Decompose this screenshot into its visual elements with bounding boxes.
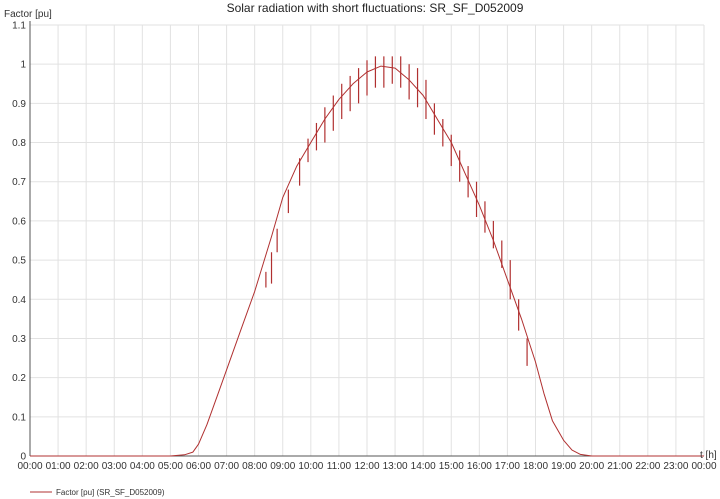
x-tick-label: 11:00: [327, 461, 352, 472]
x-tick-label: 23:00: [663, 461, 688, 472]
x-tick-label: 20:00: [579, 461, 604, 472]
x-tick-label: 04:00: [130, 461, 155, 472]
y-tick-label: 0.6: [12, 216, 26, 227]
x-tick-label: 06:00: [186, 461, 211, 472]
x-tick-label: 01:00: [46, 461, 71, 472]
x-tick-label: 21:00: [607, 461, 632, 472]
y-tick-label: 0: [20, 452, 26, 463]
y-tick-label: 0.7: [12, 177, 26, 188]
x-tick-label: 16:00: [467, 461, 492, 472]
x-tick-label: 22:00: [635, 461, 660, 472]
x-tick-label: 02:00: [74, 461, 99, 472]
y-tick-label: 1.1: [12, 21, 26, 32]
x-axis-title: t [h]: [700, 450, 717, 461]
y-axis-title: Factor [pu]: [4, 9, 52, 20]
y-tick-label: 0.3: [12, 334, 26, 345]
y-tick-label: 0.5: [12, 256, 26, 267]
x-tick-label: 08:00: [242, 461, 267, 472]
series-layer: [30, 56, 704, 457]
x-tick-label: 03:00: [102, 461, 127, 472]
y-tick-label: 0.9: [12, 99, 26, 110]
x-tick-label: 13:00: [383, 461, 408, 472]
chart-title: Solar radiation with short fluctuations:…: [227, 1, 524, 15]
x-tick-label: 15:00: [439, 461, 464, 472]
x-tick-label: 18:00: [523, 461, 548, 472]
x-tick-label: 12:00: [354, 461, 379, 472]
y-tick-label: 0.2: [12, 373, 26, 384]
y-tick-label: 0.4: [12, 295, 26, 306]
y-tick-label: 1: [20, 60, 26, 71]
x-tick-label: 05:00: [158, 461, 183, 472]
x-tick-label: 10:00: [298, 461, 323, 472]
x-tick-label: 14:00: [411, 461, 436, 472]
y-tick-label: 0.8: [12, 138, 26, 149]
x-tick-labels: 00:00 01:00 02:00 03:00 04:00 05:00 06:00 07:00…: [17, 461, 716, 472]
legend-label: Factor [pu] (SR_SF_D052009): [56, 488, 165, 497]
x-tick-label: 00:00: [691, 461, 716, 472]
x-tick-label: 09:00: [270, 461, 295, 472]
x-tick-label: 17:00: [495, 461, 520, 472]
x-tick-label: 07:00: [214, 461, 239, 472]
legend: Factor [pu] (SR_SF_D052009): [30, 488, 165, 497]
x-tick-label: 00:00: [17, 461, 42, 472]
series-line: [30, 65, 704, 457]
y-tick-label: 0.1: [12, 412, 26, 423]
y-tick-labels: 0 0.1 0.2 0.3 0.4 0.5 0.6 0.7 0.8 0.9 1 1.1: [12, 21, 26, 463]
x-tick-label: 19:00: [551, 461, 576, 472]
